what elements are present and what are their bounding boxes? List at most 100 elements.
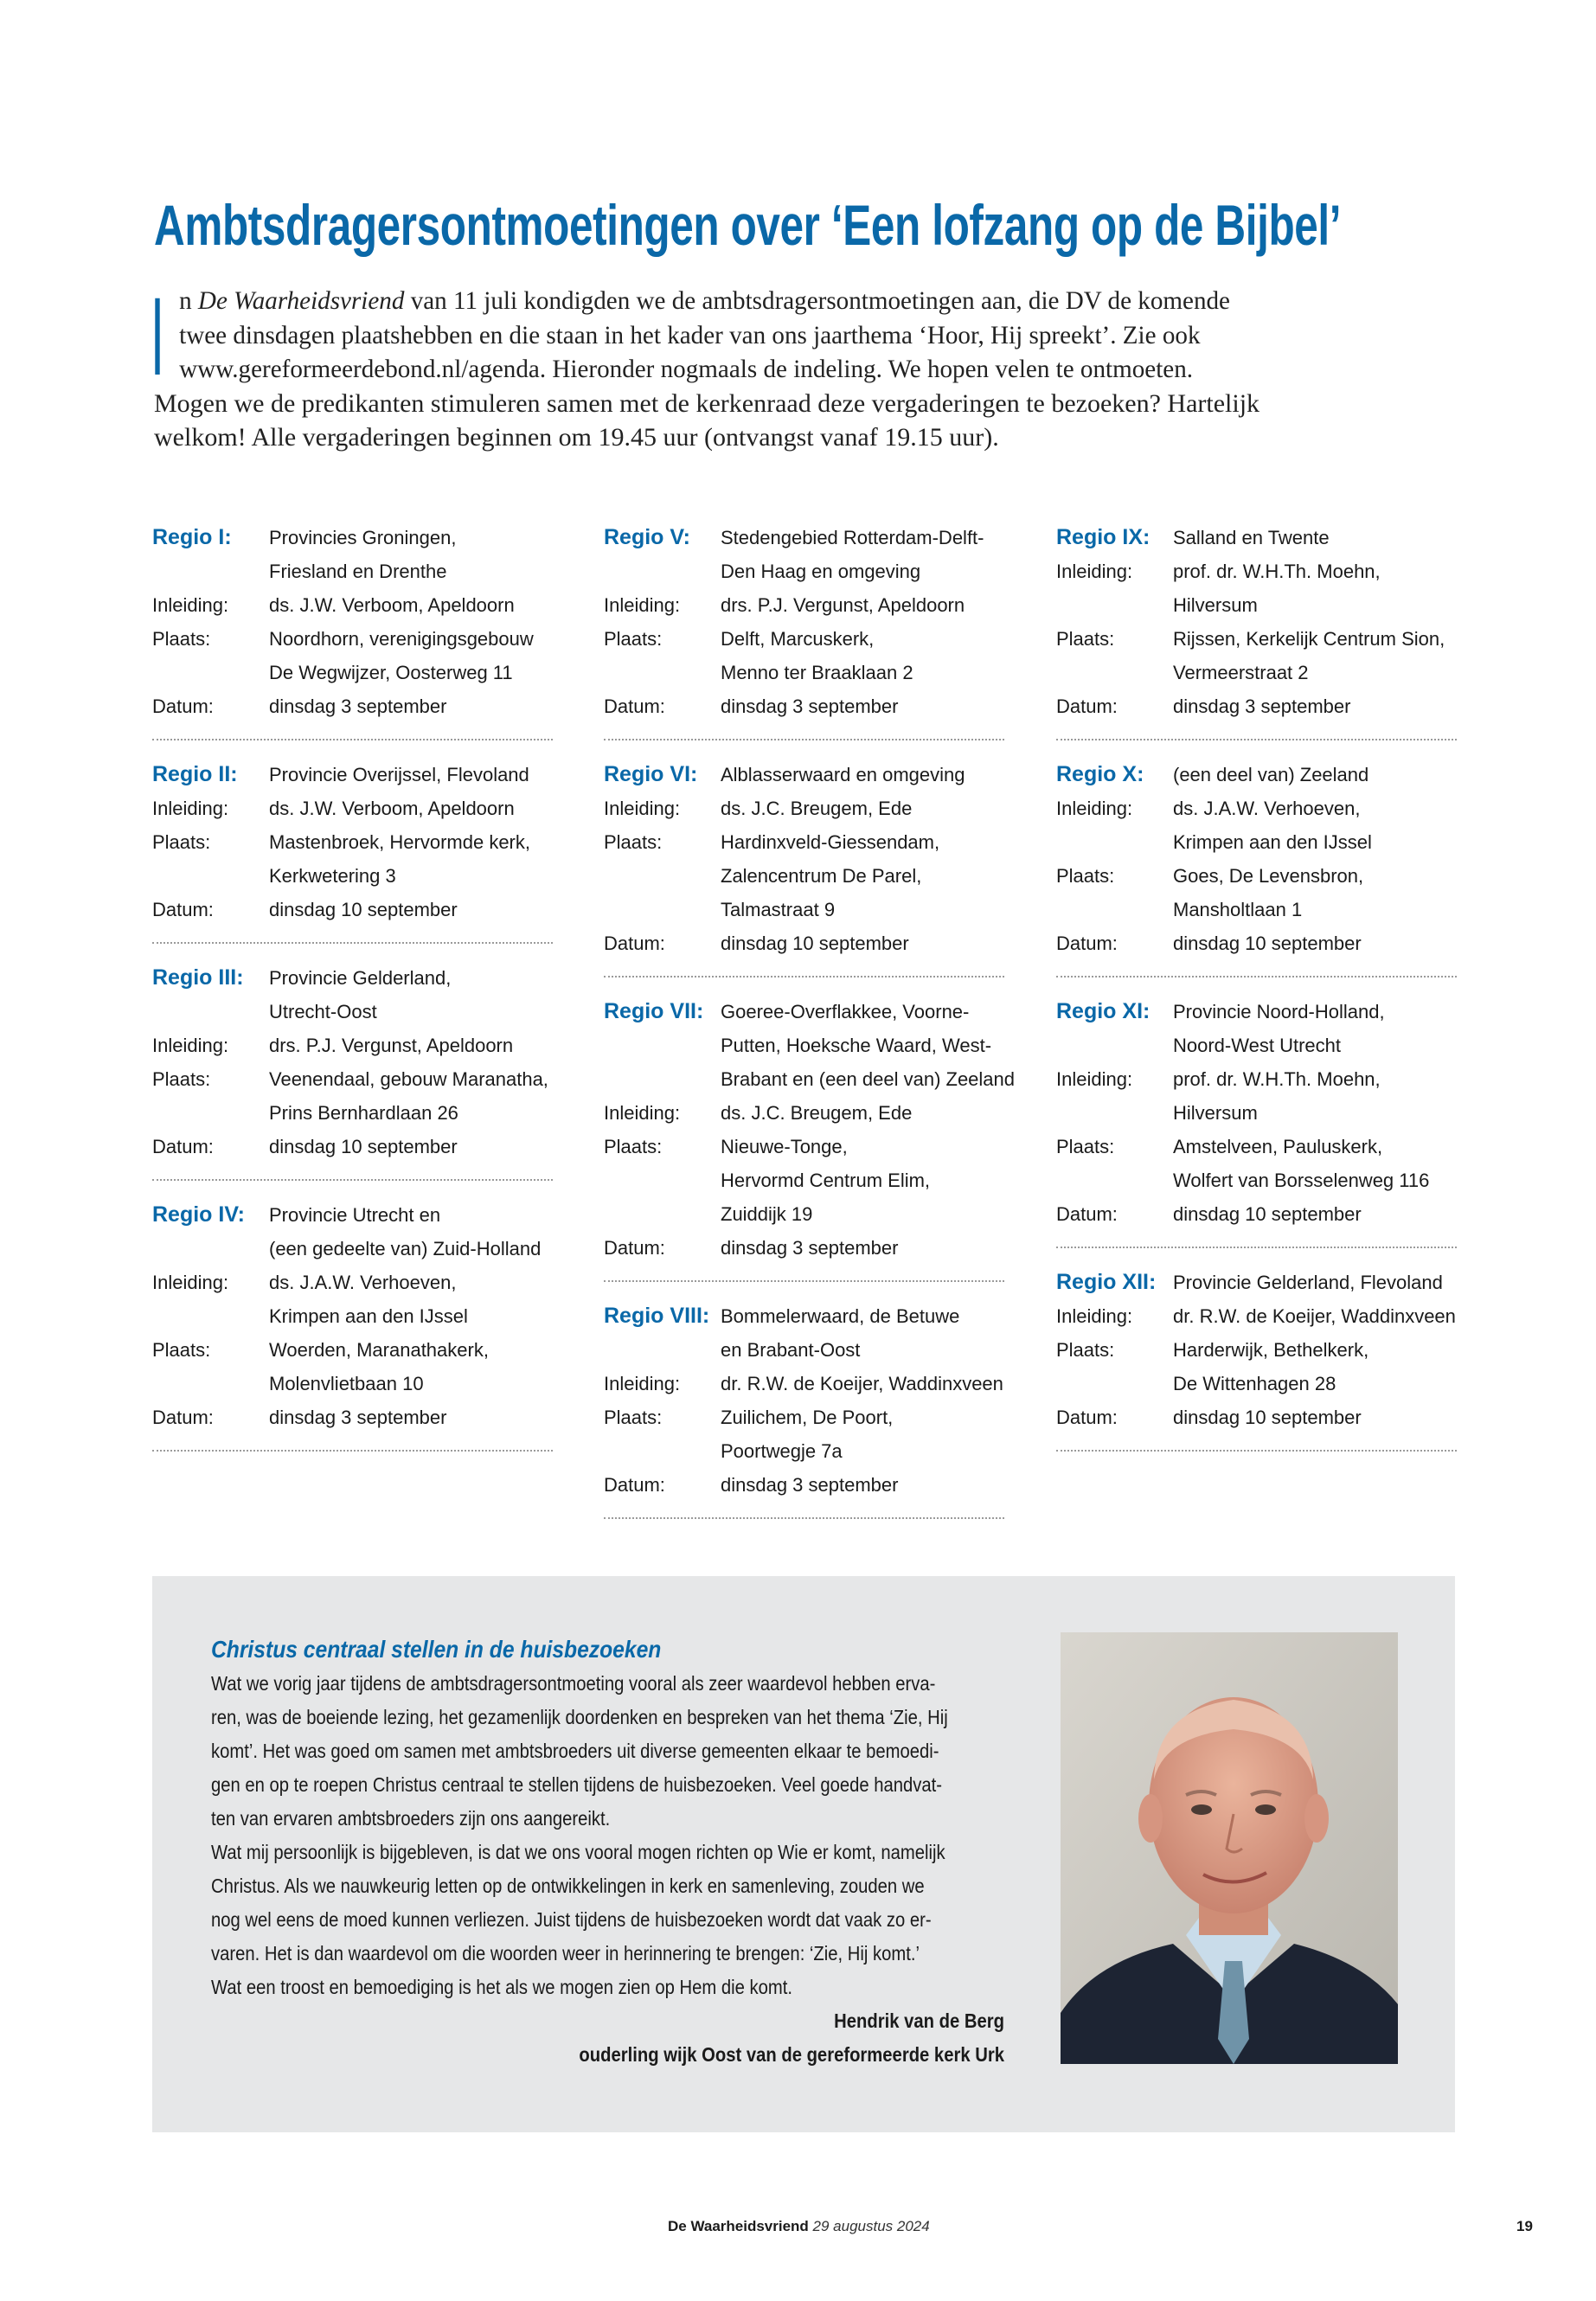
field-value-line: Noordhorn, verenigingsgebouw	[269, 628, 534, 650]
field-label: Inleiding:	[152, 1272, 229, 1293]
regio-column-2: Regio V: Stedengebied Rotterdam-Delft- Den…	[604, 521, 1015, 1536]
regio-name: Regio VIII:	[604, 1304, 710, 1328]
field-value-line: Provincie Overijssel, Flevoland	[269, 764, 529, 785]
field-value: dinsdag 10 september	[269, 1130, 458, 1163]
field-value-line: en Brabant-Oost	[721, 1339, 861, 1361]
field-value-line: dinsdag 10 september	[721, 933, 909, 954]
intro-line: twee dinsdagen plaatshebben en die staan…	[179, 320, 1201, 349]
testimonial-line: Wat mij persoonlijk is bijgebleven, is d…	[211, 1841, 945, 1863]
field-label: Plaats:	[152, 831, 211, 853]
field-value: Rijssen, Kerkelijk Centrum Sion, Vermeers…	[1173, 622, 1445, 689]
field-value-line: dinsdag 10 september	[269, 899, 458, 920]
field-label: Inleiding:	[604, 798, 681, 819]
regio-row-plaats: Plaats: Veenendaal, gebouw Maranatha, Prin…	[152, 1062, 553, 1130]
field-value: Bommelerwaard, de Betuwe en Brabant-Oost	[721, 1299, 959, 1367]
footer-date: 29 augustus 2024	[812, 2218, 930, 2234]
regio-row-inleiding: Inleiding: ds. J.W. Verboom, Apeldoorn	[152, 792, 553, 825]
regio-name: Regio V:	[604, 525, 691, 549]
regio-row-inleiding: Inleiding: ds. J.W. Verboom, Apeldoorn	[152, 588, 553, 622]
intro-paragraph: I n De Waarheidsvriend van 11 juli kondi…	[151, 282, 1313, 455]
field-value-line: (een gedeelte van) Zuid-Holland	[269, 1238, 542, 1259]
regio-row-gebied: Regio III: Provincie Gelderland, Utrecht-O…	[152, 961, 553, 1029]
field-label: Datum:	[152, 1407, 214, 1428]
field-value: Alblasserwaard en omgeving	[721, 758, 965, 792]
field-value-line: Hardinxveld-Giessendam,	[721, 831, 940, 853]
field-value: dr. R.W. de Koeijer, Waddinxveen	[721, 1367, 1003, 1400]
regio-row-inleiding: Inleiding: prof. dr. W.H.Th. Moehn, Hilver…	[1056, 554, 1457, 622]
field-value-line: Nieuwe-Tonge,	[721, 1136, 848, 1157]
field-label: Datum:	[1056, 933, 1118, 954]
regio-row-plaats: Plaats: Nieuwe-Tonge, Hervormd Centrum Eli…	[604, 1130, 1004, 1231]
field-value: ds. J.W. Verboom, Apeldoorn	[269, 792, 515, 825]
regio-name: Regio X:	[1056, 762, 1144, 786]
field-label: Inleiding:	[604, 594, 681, 616]
field-value: Veenendaal, gebouw Maranatha, Prins Bernh…	[269, 1062, 548, 1130]
regio-name: Regio VI:	[604, 762, 698, 786]
regio-row-plaats: Plaats: Mastenbroek, Hervormde kerk, Kerkw…	[152, 825, 553, 893]
field-value: dinsdag 3 september	[721, 1468, 898, 1502]
field-value-line: dinsdag 10 september	[1173, 1203, 1362, 1225]
field-value-line: ds. J.C. Breugem, Ede	[721, 1102, 913, 1124]
field-value-line: Amstelveen, Pauluskerk,	[1173, 1136, 1383, 1157]
field-value: dinsdag 3 september	[269, 689, 446, 723]
field-value: Provincie Overijssel, Flevoland	[269, 758, 529, 792]
field-value: dinsdag 10 september	[1173, 926, 1362, 960]
regio-row-gebied: Regio X: (een deel van) Zeeland	[1056, 758, 1457, 792]
field-label: Inleiding:	[604, 1373, 681, 1394]
regio-row-inleiding: Inleiding: ds. J.C. Breugem, Ede	[604, 1096, 1004, 1130]
field-value-line: Den Haag en omgeving	[721, 561, 921, 582]
field-value-line: Hilversum	[1173, 594, 1258, 616]
field-value-line: Poortwegje 7a	[721, 1440, 843, 1462]
field-value: ds. J.A.W. Verhoeven, Krimpen aan den IJs…	[269, 1266, 468, 1333]
field-label: Inleiding:	[1056, 798, 1133, 819]
field-value: dinsdag 3 september	[269, 1400, 446, 1434]
field-value: drs. P.J. Vergunst, Apeldoorn	[721, 588, 965, 622]
field-label: Plaats:	[1056, 865, 1115, 887]
field-value: ds. J.C. Breugem, Ede	[721, 1096, 912, 1130]
field-value-line: De Wittenhagen 28	[1173, 1373, 1336, 1394]
field-value-line: Noord-West Utrecht	[1173, 1035, 1341, 1056]
field-value-line: dinsdag 3 september	[721, 1474, 899, 1496]
field-value-line: drs. P.J. Vergunst, Apeldoorn	[269, 1035, 514, 1056]
field-value-line: Brabant en (een deel van) Zeeland	[721, 1068, 1016, 1090]
page-title: Ambtsdragersontmoetingen over ‘Een lofza…	[154, 193, 1342, 257]
testimonial-line: gen en op te roepen Christus centraal te…	[211, 1773, 943, 1796]
field-value: Woerden, Maranathakerk, Molenvlietbaan 10	[269, 1333, 489, 1400]
field-label: Datum:	[152, 1136, 214, 1157]
footer-publication-name: De Waarheidsvriend	[668, 2218, 809, 2234]
field-value-line: Putten, Hoeksche Waard, West-	[721, 1035, 992, 1056]
regio-row-datum: Datum: dinsdag 3 september	[152, 1400, 553, 1434]
regio-row-plaats: Plaats: Goes, De Levensbron, Mansholtlaan …	[1056, 859, 1457, 926]
field-label: Datum:	[604, 1474, 665, 1496]
regio-block: Regio III: Provincie Gelderland, Utrecht-O…	[152, 961, 553, 1181]
field-value-line: Vermeerstraat 2	[1173, 662, 1309, 683]
field-value-line: Provincie Noord-Holland,	[1173, 1001, 1385, 1022]
field-label: Datum:	[1056, 1407, 1118, 1428]
intro-line: welkom! Alle vergaderingen beginnen om 1…	[154, 423, 999, 452]
regio-row-datum: Datum: dinsdag 10 september	[1056, 926, 1457, 960]
testimonial-body: Wat we vorig jaar tijdens de ambtsdrager…	[211, 1667, 1004, 2004]
regio-row-datum: Datum: dinsdag 10 september	[604, 926, 1004, 960]
footer-publication: De Waarheidsvriend 29 augustus 2024	[668, 2214, 930, 2239]
field-value-line: Zalencentrum De Parel,	[721, 865, 922, 887]
field-label: Plaats:	[604, 1407, 663, 1428]
field-value-line: Provincie Gelderland, Flevoland	[1173, 1272, 1443, 1293]
regio-column-3: Regio IX: Salland en Twente Inleiding: prof…	[1056, 521, 1457, 1469]
regio-row-gebied: Regio V: Stedengebied Rotterdam-Delft- Den…	[604, 521, 1004, 588]
field-value: Delft, Marcuskerk, Menno ter Braaklaan 2	[721, 622, 913, 689]
regio-row-datum: Datum: dinsdag 3 september	[604, 1231, 1004, 1265]
field-value-line: dinsdag 3 september	[721, 1237, 899, 1259]
field-value: Mastenbroek, Hervormde kerk, Kerkwetering…	[269, 825, 530, 893]
field-value-line: Zuiddijk 19	[721, 1203, 813, 1225]
field-label: Inleiding:	[1056, 561, 1133, 582]
regio-row-datum: Datum: dinsdag 10 september	[152, 1130, 553, 1163]
field-value-line: dinsdag 3 september	[721, 695, 899, 717]
field-value-line: Rijssen, Kerkelijk Centrum Sion,	[1173, 628, 1445, 650]
regio-name: Regio II:	[152, 762, 238, 786]
regio-row-datum: Datum: dinsdag 10 september	[1056, 1400, 1457, 1434]
field-value-line: drs. P.J. Vergunst, Apeldoorn	[721, 594, 965, 616]
field-label: Datum:	[1056, 695, 1118, 717]
regio-row-gebied: Regio VI: Alblasserwaard en omgeving	[604, 758, 1004, 792]
field-value: Salland en Twente	[1173, 521, 1330, 554]
field-value-line: Veenendaal, gebouw Maranatha,	[269, 1068, 548, 1090]
